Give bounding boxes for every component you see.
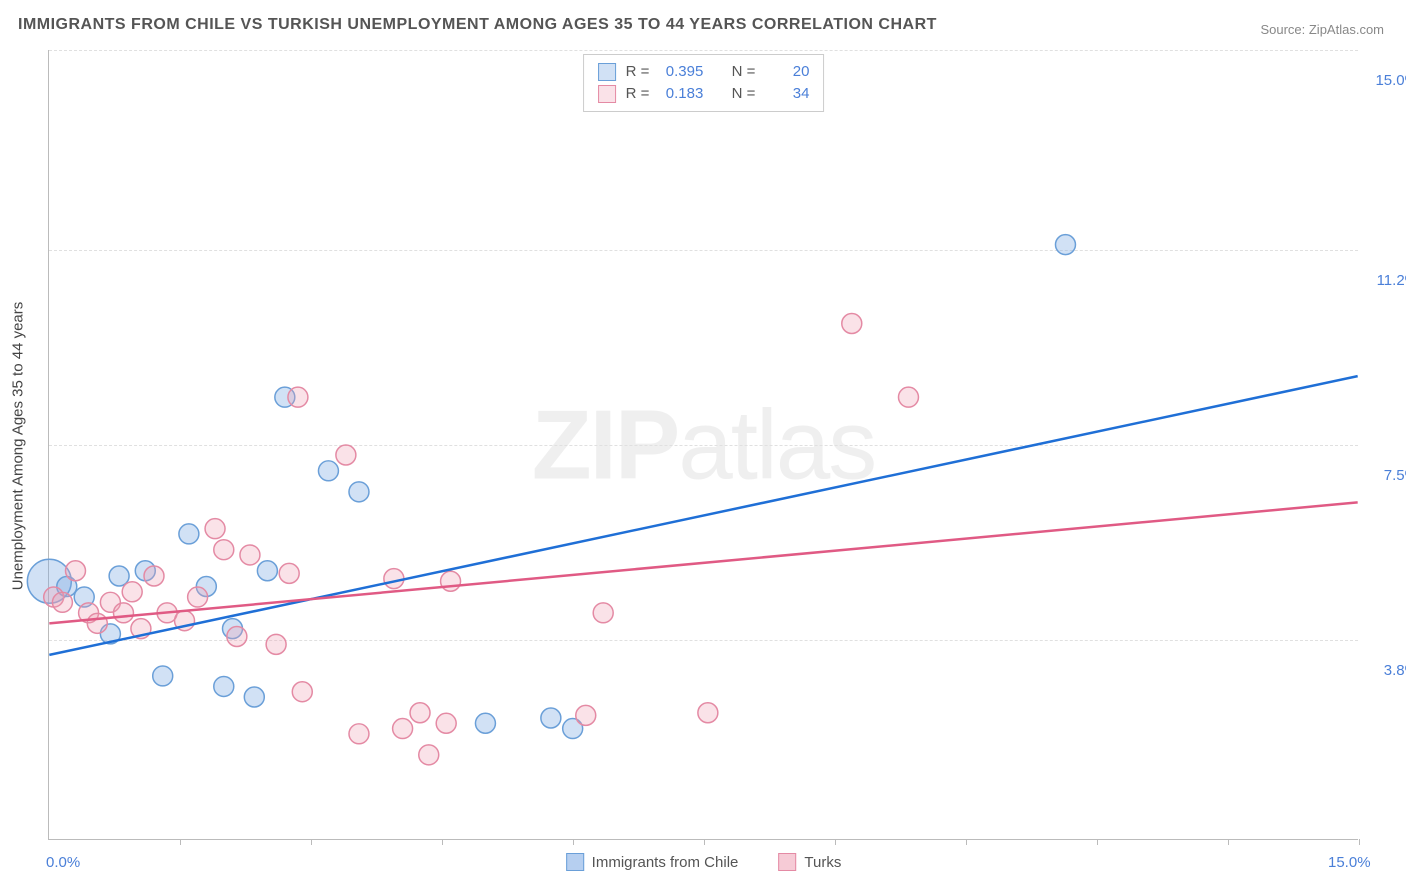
stat-label-r: R = — [626, 61, 650, 83]
scatter-point — [179, 524, 199, 544]
scatter-point — [698, 703, 718, 723]
y-tick-label: 3.8% — [1384, 662, 1406, 679]
stat-label-n: N = — [732, 61, 756, 83]
scatter-point — [87, 613, 107, 633]
scatter-point — [214, 540, 234, 560]
x-tick — [1228, 839, 1229, 845]
scatter-point — [214, 676, 234, 696]
y-tick-label: 15.0% — [1375, 72, 1406, 89]
x-axis-max-label: 15.0% — [1328, 854, 1371, 871]
legend-swatch — [778, 853, 796, 871]
x-tick — [835, 839, 836, 845]
scatter-point — [205, 519, 225, 539]
scatter-point — [279, 563, 299, 583]
scatter-point — [227, 627, 247, 647]
plot-area: ZIPatlas 3.8%7.5%11.2%15.0% R =0.395 N =… — [48, 50, 1358, 840]
x-tick — [573, 839, 574, 845]
scatter-point — [244, 687, 264, 707]
stat-value-r: 0.183 — [659, 83, 703, 105]
scatter-point — [541, 708, 561, 728]
scatter-point — [122, 582, 142, 602]
scatter-point — [336, 445, 356, 465]
scatter-point — [288, 387, 308, 407]
scatter-point — [52, 592, 72, 612]
scatter-point — [113, 603, 133, 623]
scatter-point — [384, 569, 404, 589]
legend-label: Immigrants from Chile — [592, 854, 739, 871]
y-tick-label: 7.5% — [1384, 467, 1406, 484]
bottom-legend: Immigrants from Chile Turks — [566, 853, 842, 871]
scatter-point — [188, 587, 208, 607]
scatter-point — [419, 745, 439, 765]
scatter-point — [441, 571, 461, 591]
scatter-point — [898, 387, 918, 407]
legend-swatch — [598, 63, 616, 81]
scatter-point — [393, 719, 413, 739]
scatter-point — [292, 682, 312, 702]
stat-label-n: N = — [732, 83, 756, 105]
x-tick — [1097, 839, 1098, 845]
x-tick — [966, 839, 967, 845]
stats-legend: R = 0.395 N = 20 R = 0.183 N = 34 — [583, 54, 825, 112]
stats-legend-row: R = 0.395 N = 20 — [598, 61, 810, 83]
scatter-point — [349, 482, 369, 502]
scatter-point — [266, 634, 286, 654]
scatter-point — [436, 713, 456, 733]
stats-legend-row: R = 0.183 N = 34 — [598, 83, 810, 105]
chart-svg — [49, 50, 1358, 839]
legend-label: Turks — [804, 854, 841, 871]
scatter-point — [66, 561, 86, 581]
legend-item: Turks — [778, 853, 841, 871]
y-axis-label: Unemployment Among Ages 35 to 44 years — [10, 302, 27, 591]
regression-line — [49, 376, 1357, 655]
scatter-point — [593, 603, 613, 623]
scatter-point — [1055, 235, 1075, 255]
x-tick — [180, 839, 181, 845]
chart-title: IMMIGRANTS FROM CHILE VS TURKISH UNEMPLO… — [18, 16, 937, 34]
x-tick — [311, 839, 312, 845]
x-tick — [442, 839, 443, 845]
scatter-point — [318, 461, 338, 481]
scatter-point — [842, 314, 862, 334]
legend-item: Immigrants from Chile — [566, 853, 739, 871]
legend-swatch — [598, 85, 616, 103]
x-tick — [1359, 839, 1360, 845]
x-tick — [704, 839, 705, 845]
stat-value-r: 0.395 — [659, 61, 703, 83]
scatter-point — [240, 545, 260, 565]
source-attribution: Source: ZipAtlas.com — [1260, 22, 1384, 37]
stat-value-n: 20 — [765, 61, 809, 83]
stat-label-r: R = — [626, 83, 650, 105]
scatter-point — [257, 561, 277, 581]
x-axis-min-label: 0.0% — [46, 854, 80, 871]
scatter-point — [349, 724, 369, 744]
scatter-point — [410, 703, 430, 723]
stat-value-n: 34 — [765, 83, 809, 105]
legend-swatch — [566, 853, 584, 871]
scatter-point — [475, 713, 495, 733]
scatter-point — [144, 566, 164, 586]
y-tick-label: 11.2% — [1377, 272, 1406, 289]
scatter-point — [576, 705, 596, 725]
scatter-point — [153, 666, 173, 686]
